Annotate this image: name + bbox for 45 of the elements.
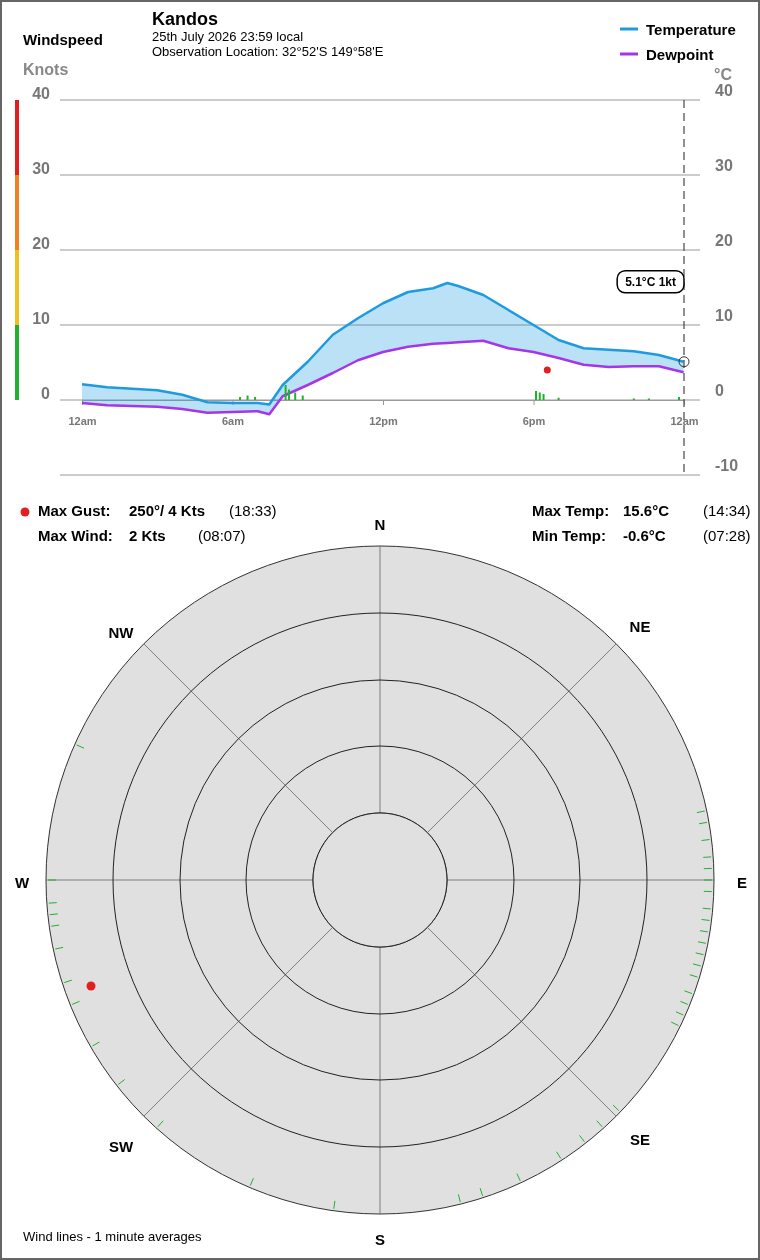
y-tick-label: 20 [32, 234, 51, 252]
chart-title: Kandos [152, 9, 219, 29]
chart-subtitle: 25th July 2026 23:59 local Observation Location: 32°52'S 149°58'E [152, 29, 384, 59]
x-tick-label: 12pm [369, 414, 399, 427]
text: Wind lines - 1 minute averages [23, 1229, 202, 1244]
y-tick-label: 30 [32, 159, 51, 177]
y-axis-title: Knots [23, 61, 69, 78]
text: Min Temp: [532, 527, 606, 544]
legend-label: Temperature [646, 21, 736, 38]
text: -0.6°C [623, 527, 666, 544]
y2-tick-label: 20 [715, 231, 733, 249]
text: N [374, 516, 386, 533]
y2-tick-label: 10 [715, 306, 733, 324]
text: 2 Kts [129, 527, 166, 544]
text: Max Temp: [532, 502, 610, 519]
text: (18:33) [229, 502, 277, 519]
legend-label: Dewpoint [646, 46, 714, 63]
annotation: 5.1°C 1kt [625, 274, 676, 289]
text: NE [629, 618, 651, 635]
y2-axis-title: °C [714, 66, 733, 83]
y-tick-label: 40 [32, 84, 51, 102]
x-tick-label: 12am [670, 414, 699, 427]
text: (08:07) [198, 527, 246, 544]
y2-tick-label: 40 [715, 81, 733, 99]
text: 15.6°C [623, 502, 670, 519]
text: SE [629, 1131, 651, 1148]
text: Max Wind: [38, 527, 113, 544]
text: Windspeed [23, 31, 103, 48]
text: (14:34) [703, 502, 751, 519]
y-tick-label: 10 [32, 309, 51, 327]
y2-tick-label: -10 [715, 456, 739, 474]
text: S [374, 1231, 386, 1248]
x-tick-label: 12am [68, 414, 97, 427]
x-tick-label: 6pm [522, 414, 546, 427]
x-tick-label: 6am [221, 414, 245, 427]
y2-tick-label: 0 [715, 381, 724, 399]
text: Max Gust: [38, 502, 111, 519]
text: (07:28) [703, 527, 751, 544]
y2-tick-label: 30 [715, 156, 733, 174]
y-tick-label: 0 [41, 384, 51, 402]
text: E [736, 874, 748, 891]
text: SW [108, 1138, 134, 1155]
text: 250°/ 4 Kts [129, 502, 206, 519]
text: NW [108, 624, 135, 641]
text: W [14, 874, 30, 891]
